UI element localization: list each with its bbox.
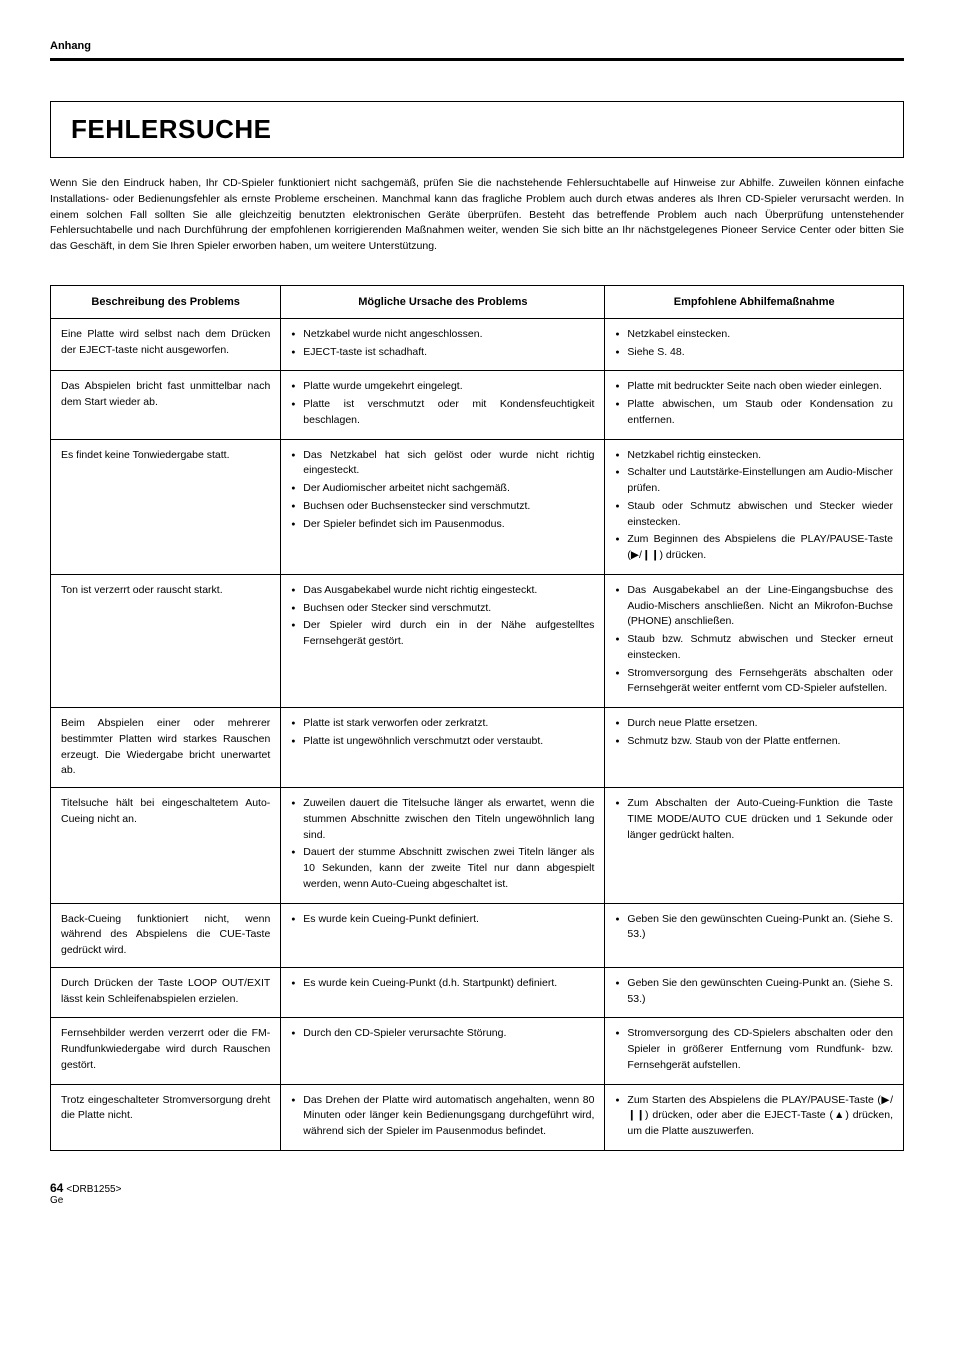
cause-cell: Platte wurde umgekehrt eingelegt. Platte …	[281, 371, 605, 439]
cause-item: EJECT-taste ist schadhaft.	[291, 345, 594, 361]
solution-item: Siehe S. 48.	[615, 345, 893, 361]
cause-item: Netzkabel wurde nicht angeschlossen.	[291, 327, 594, 343]
solution-item: Stromversorgung des Fernsehgeräts abscha…	[615, 666, 893, 698]
table-header-row: Beschreibung des Problems Mögliche Ursac…	[51, 285, 904, 318]
section-label: Anhang	[50, 40, 91, 52]
solution-cell: Platte mit bedruckter Seite nach oben wi…	[605, 371, 904, 439]
col-header-problem: Beschreibung des Problems	[51, 285, 281, 318]
col-header-cause: Mögliche Ursache des Problems	[281, 285, 605, 318]
troubleshooting-table: Beschreibung des Problems Mögliche Ursac…	[50, 285, 904, 1151]
table-row: Ton ist verzerrt oder rauscht starkt. Das…	[51, 574, 904, 707]
table-row: Das Abspielen bricht fast unmittelbar na…	[51, 371, 904, 439]
solution-item: Geben Sie den gewünschten Cueing-Punkt a…	[615, 912, 893, 944]
table-row: Eine Platte wird selbst nach dem Drücken…	[51, 318, 904, 371]
page-code: <DRB1255>	[66, 1184, 121, 1195]
solution-item: Geben Sie den gewünschten Cueing-Punkt a…	[615, 976, 893, 1008]
solution-cell: Stromversorgung des CD-Spielers abschalt…	[605, 1018, 904, 1084]
solution-item: Netzkabel einstecken.	[615, 327, 893, 343]
title-box: FEHLERSUCHE	[50, 101, 904, 158]
cause-item: Platte ist ungewöhnlich verschmutzt oder…	[291, 734, 594, 750]
cause-item: Dauert der stumme Abschnitt zwischen zwe…	[291, 845, 594, 892]
solution-cell: Geben Sie den gewünschten Cueing-Punkt a…	[605, 967, 904, 1018]
cause-item: Durch den CD-Spieler verursachte Störung…	[291, 1026, 594, 1042]
cause-item: Platte wurde umgekehrt eingelegt.	[291, 379, 594, 395]
table-row: Durch Drücken der Taste LOOP OUT/EXIT lä…	[51, 967, 904, 1018]
solution-item: Schmutz bzw. Staub von der Platte entfer…	[615, 734, 893, 750]
solution-item: Das Ausgabekabel an der Line-Eingangsbuc…	[615, 583, 893, 630]
table-row: Trotz eingeschalteter Stromversorgung dr…	[51, 1084, 904, 1150]
solution-item: Stromversorgung des CD-Spielers abschalt…	[615, 1026, 893, 1073]
problem-cell: Titelsuche hält bei eingeschaltetem Auto…	[51, 788, 281, 904]
problem-cell: Ton ist verzerrt oder rauscht starkt.	[51, 574, 281, 707]
cause-item: Buchsen oder Stecker sind verschmutzt.	[291, 601, 594, 617]
solution-cell: Zum Abschalten der Auto-Cueing-Funktion …	[605, 788, 904, 904]
cause-cell: Es wurde kein Cueing-Punkt (d.h. Startpu…	[281, 967, 605, 1018]
problem-cell: Es findet keine Tonwiedergabe statt.	[51, 439, 281, 574]
cause-cell: Zuweilen dauert die Titelsuche länger al…	[281, 788, 605, 904]
table-row: Back-Cueing funktioniert nicht, wenn wäh…	[51, 903, 904, 967]
solution-item: Zum Abschalten der Auto-Cueing-Funktion …	[615, 796, 893, 843]
solution-item: Platte abwischen, um Staub oder Kondensa…	[615, 397, 893, 429]
solution-cell: Geben Sie den gewünschten Cueing-Punkt a…	[605, 903, 904, 967]
solution-item: Netzkabel richtig einstecken.	[615, 448, 893, 464]
page-number: 64	[50, 1181, 63, 1195]
cause-item: Das Drehen der Platte wird automatisch a…	[291, 1093, 594, 1140]
solution-cell: Durch neue Platte ersetzen. Schmutz bzw. …	[605, 708, 904, 788]
solution-cell: Netzkabel einstecken. Siehe S. 48.	[605, 318, 904, 371]
page-language: Ge	[50, 1195, 904, 1206]
cause-cell: Es wurde kein Cueing-Punkt definiert.	[281, 903, 605, 967]
cause-item: Zuweilen dauert die Titelsuche länger al…	[291, 796, 594, 843]
col-header-solution: Empfohlene Abhilfemaßnahme	[605, 285, 904, 318]
cause-cell: Netzkabel wurde nicht angeschlossen. EJEC…	[281, 318, 605, 371]
cause-cell: Durch den CD-Spieler verursachte Störung…	[281, 1018, 605, 1084]
cause-item: Der Spieler wird durch ein in der Nähe a…	[291, 618, 594, 650]
cause-item: Es wurde kein Cueing-Punkt definiert.	[291, 912, 594, 928]
page-title: FEHLERSUCHE	[71, 114, 883, 145]
solution-item: Platte mit bedruckter Seite nach oben wi…	[615, 379, 893, 395]
problem-cell: Das Abspielen bricht fast unmittelbar na…	[51, 371, 281, 439]
problem-cell: Fernsehbilder werden verzerrt oder die F…	[51, 1018, 281, 1084]
solution-cell: Netzkabel richtig einstecken.Schalter un…	[605, 439, 904, 574]
solution-item: Staub oder Schmutz abwischen und Stecker…	[615, 499, 893, 531]
solution-cell: Das Ausgabekabel an der Line-Eingangsbuc…	[605, 574, 904, 707]
table-row: Es findet keine Tonwiedergabe statt. Das …	[51, 439, 904, 574]
cause-item: Platte ist verschmutzt oder mit Kondensf…	[291, 397, 594, 429]
cause-cell: Das Drehen der Platte wird automatisch a…	[281, 1084, 605, 1150]
table-row: Beim Abspielen einer oder mehrerer besti…	[51, 708, 904, 788]
cause-item: Es wurde kein Cueing-Punkt (d.h. Startpu…	[291, 976, 594, 992]
solution-cell: Zum Starten des Abspielens die PLAY/PAUS…	[605, 1084, 904, 1150]
page-footer: 64 <DRB1255> Ge	[50, 1181, 904, 1206]
cause-cell: Das Ausgabekabel wurde nicht richtig ein…	[281, 574, 605, 707]
solution-item: Zum Beginnen des Abspielens die PLAY/PAU…	[615, 532, 893, 564]
problem-cell: Back-Cueing funktioniert nicht, wenn wäh…	[51, 903, 281, 967]
cause-item: Das Netzkabel hat sich gelöst oder wurde…	[291, 448, 594, 480]
solution-item: Schalter und Lautstärke-Einstellungen am…	[615, 465, 893, 497]
cause-item: Platte ist stark verworfen oder zerkratz…	[291, 716, 594, 732]
table-row: Titelsuche hält bei eingeschaltetem Auto…	[51, 788, 904, 904]
section-header: Anhang	[50, 40, 904, 61]
table-row: Fernsehbilder werden verzerrt oder die F…	[51, 1018, 904, 1084]
problem-cell: Beim Abspielen einer oder mehrerer besti…	[51, 708, 281, 788]
intro-paragraph: Wenn Sie den Eindruck haben, Ihr CD-Spie…	[50, 176, 904, 255]
cause-item: Das Ausgabekabel wurde nicht richtig ein…	[291, 583, 594, 599]
solution-item: Zum Starten des Abspielens die PLAY/PAUS…	[615, 1093, 893, 1140]
problem-cell: Trotz eingeschalteter Stromversorgung dr…	[51, 1084, 281, 1150]
cause-item: Buchsen oder Buchsenstecker sind verschm…	[291, 499, 594, 515]
solution-item: Durch neue Platte ersetzen.	[615, 716, 893, 732]
problem-cell: Durch Drücken der Taste LOOP OUT/EXIT lä…	[51, 967, 281, 1018]
cause-cell: Platte ist stark verworfen oder zerkratz…	[281, 708, 605, 788]
solution-item: Staub bzw. Schmutz abwischen und Stecker…	[615, 632, 893, 664]
problem-cell: Eine Platte wird selbst nach dem Drücken…	[51, 318, 281, 371]
cause-cell: Das Netzkabel hat sich gelöst oder wurde…	[281, 439, 605, 574]
cause-item: Der Audiomischer arbeitet nicht sachgemä…	[291, 481, 594, 497]
cause-item: Der Spieler befindet sich im Pausenmodus…	[291, 517, 594, 533]
